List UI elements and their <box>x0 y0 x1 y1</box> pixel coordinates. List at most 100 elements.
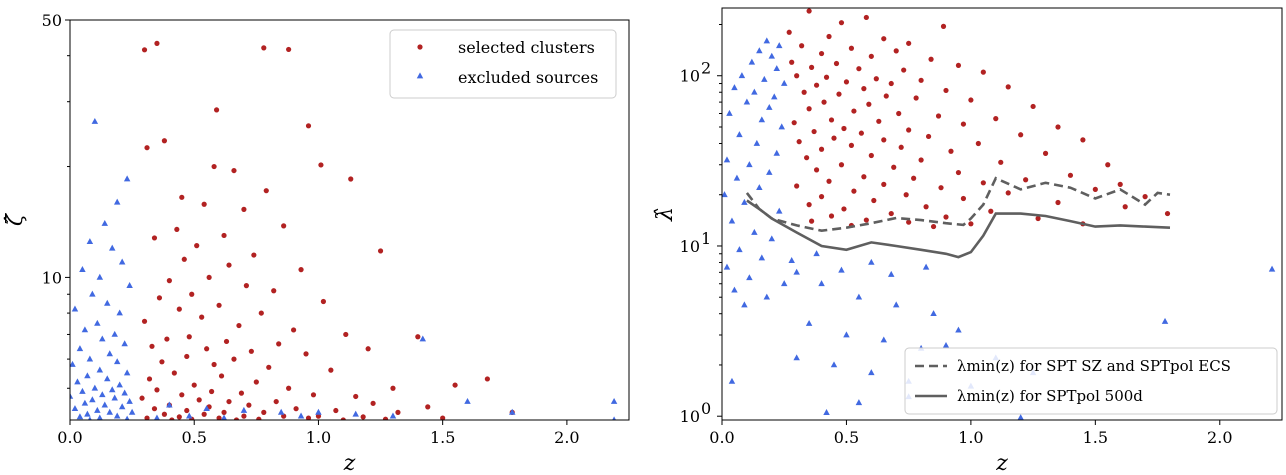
selected-cluster-point <box>848 142 855 148</box>
selected-cluster-point <box>794 73 800 79</box>
selected-cluster-point <box>166 278 172 284</box>
excluded-source-point <box>753 139 761 146</box>
excluded-source-point <box>868 258 875 265</box>
excluded-source-point <box>81 399 89 406</box>
excluded-source-point <box>773 149 780 156</box>
threshold-curve-dashed <box>745 176 1171 233</box>
selected-cluster-point <box>813 82 820 88</box>
selected-cluster-point <box>923 204 929 210</box>
selected-cluster-point <box>253 379 259 385</box>
selected-cluster-point <box>968 97 974 103</box>
selected-cluster-point <box>141 318 148 324</box>
selected-cluster-point <box>149 343 155 349</box>
excluded-source-point <box>763 37 771 44</box>
excluded-source-point <box>116 381 123 388</box>
selected-cluster-point <box>881 36 887 42</box>
selected-cluster-point <box>1117 181 1123 187</box>
selected-cluster-point <box>831 135 837 141</box>
excluded-source-point <box>746 161 753 168</box>
selected-cluster-point <box>809 64 815 70</box>
selected-cluster-point <box>223 338 230 345</box>
excluded-source-point <box>748 58 756 65</box>
selected-cluster-point <box>975 140 981 147</box>
selected-cluster-point <box>425 404 431 410</box>
excluded-source-point <box>728 217 736 224</box>
excluded-source-point <box>74 378 81 385</box>
excluded-source-point <box>153 414 160 420</box>
excluded-source-point <box>128 408 136 415</box>
legend-label-solid: λmin(z) for SPTpol 500d <box>957 387 1143 405</box>
selected-cluster-point <box>906 127 912 133</box>
selected-cluster-point <box>164 336 170 342</box>
selected-cluster-point <box>903 192 909 198</box>
excluded-source-point <box>751 88 758 95</box>
selected-cluster-point <box>139 395 145 401</box>
excluded-source-point <box>778 123 785 130</box>
selected-cluster-point <box>310 392 317 398</box>
selected-cluster-point <box>1018 132 1024 138</box>
selected-cluster-point <box>263 188 269 194</box>
excluded-source-point <box>741 198 748 205</box>
excluded-source-point <box>101 219 109 226</box>
selected-cluster-point <box>159 359 165 365</box>
excluded-source-point <box>79 266 86 272</box>
excluded-source-point <box>773 65 780 72</box>
selected-cluster-point <box>925 133 932 140</box>
selected-cluster-point <box>179 392 185 398</box>
selected-cluster-point <box>201 411 207 417</box>
selected-cluster-point <box>184 353 190 360</box>
selected-cluster-point <box>246 402 252 408</box>
selected-cluster-point <box>786 29 792 35</box>
excluded-source-point <box>823 409 830 415</box>
selected-cluster-point <box>303 351 309 357</box>
selected-cluster-point <box>888 210 894 217</box>
x-tick-label: 0.0 <box>57 428 82 447</box>
selected-cluster-point <box>968 221 974 227</box>
excluded-source-point <box>126 397 133 404</box>
selected-cluster-point <box>796 139 802 145</box>
excluded-source-point <box>186 412 193 419</box>
left-panel: 0.0 0.5 1.0 1.5 2.0 10 50 z ζ̂ selected clusters e… <box>3 11 630 475</box>
selected-cluster-point <box>1005 84 1011 90</box>
excluded-source-point <box>855 399 863 406</box>
selected-cluster-point <box>1055 124 1061 130</box>
selected-cluster-point <box>993 116 999 122</box>
x-tick-label: 2.0 <box>1207 428 1232 447</box>
legend-label-excluded: excluded sources <box>458 68 598 87</box>
selected-cluster-point <box>415 334 421 340</box>
excluded-source-point <box>888 270 895 277</box>
excluded-source-point <box>121 389 128 396</box>
selected-cluster-point <box>955 169 962 176</box>
selected-cluster-point <box>233 417 240 420</box>
x-axis-label: z <box>995 451 1008 475</box>
excluded-source-point <box>87 416 92 420</box>
excluded-source-point <box>113 198 121 205</box>
selected-cluster-point <box>365 346 371 352</box>
selected-cluster-point <box>241 206 247 212</box>
selected-cluster-point <box>161 411 168 417</box>
excluded-source-point <box>84 372 91 379</box>
excluded-source-point <box>91 384 99 391</box>
excluded-source-point <box>743 98 751 105</box>
selected-cluster-point <box>863 217 869 223</box>
excluded-source-point <box>123 369 131 376</box>
selected-cluster-point <box>848 45 855 51</box>
excluded-source-point <box>123 175 131 182</box>
legend-label-selected: selected clusters <box>458 38 595 57</box>
selected-cluster-point <box>988 208 994 214</box>
selected-cluster-point <box>876 118 882 124</box>
excluded-source-point <box>113 358 121 365</box>
selected-cluster-point <box>382 416 389 420</box>
excluded-source-point <box>104 299 111 306</box>
selected-cluster-point <box>241 413 247 419</box>
selected-cluster-point <box>194 243 200 249</box>
selected-cluster-point <box>930 223 937 230</box>
selected-cluster-point <box>236 322 242 329</box>
x-tick-label: 2.0 <box>554 428 579 447</box>
selected-cluster-point <box>1142 194 1148 200</box>
excluded-source-point <box>96 366 104 373</box>
excluded-source-point <box>166 401 173 408</box>
excluded-source-point <box>722 191 728 198</box>
selected-cluster-point <box>856 66 862 72</box>
excluded-source-point <box>766 168 773 175</box>
